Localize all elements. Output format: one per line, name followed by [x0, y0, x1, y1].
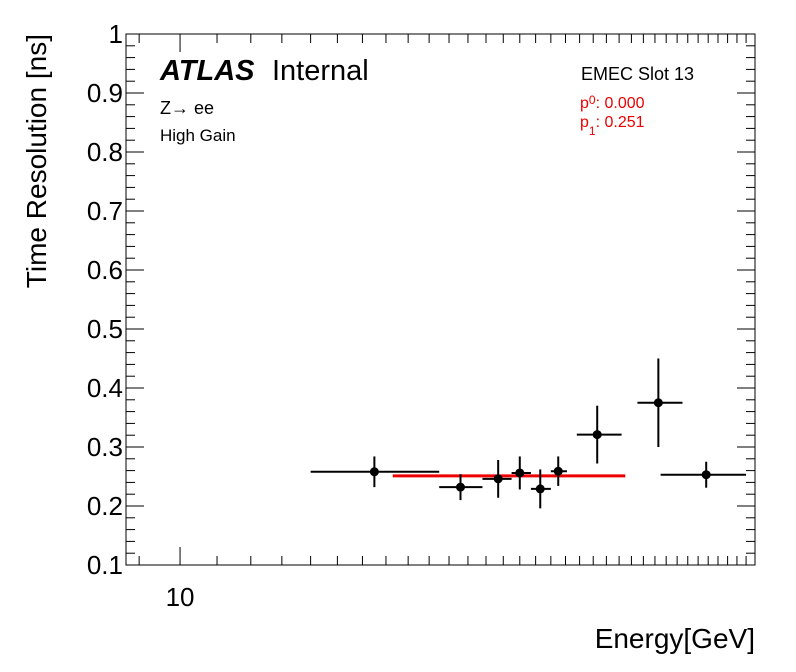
- process-label: Z→ ee: [160, 98, 214, 118]
- data-point: [439, 474, 483, 501]
- x-tick-label: 10: [166, 582, 195, 612]
- y-tick-label: 0.2: [87, 491, 123, 521]
- fit-param-p0: p0: 0.000: [580, 93, 645, 112]
- fit-param-p1-name: p: [580, 114, 589, 131]
- x-axis-ticks: [138, 34, 756, 565]
- data-marker: [535, 484, 545, 494]
- x-axis-label: Energy[GeV]: [595, 623, 755, 654]
- fit-param-p1: p1: 0.251: [580, 114, 645, 138]
- y-tick-label: 0.9: [87, 78, 123, 108]
- data-point: [660, 461, 747, 488]
- y-axis-tick-labels: 0.1 0.2 0.3 0.4 0.5 0.6 0.7 0.8 0.9 1: [87, 19, 123, 580]
- y-tick-label: 0.3: [87, 432, 123, 462]
- data-point: [482, 459, 512, 498]
- data-points-layer: [310, 358, 747, 509]
- data-marker: [493, 474, 503, 484]
- data-point: [637, 358, 683, 447]
- data-marker: [553, 466, 563, 476]
- y-tick-label: 0.8: [87, 137, 123, 167]
- fit-param-p0-name: p: [580, 95, 589, 112]
- plot-frame: [125, 33, 756, 566]
- data-marker: [515, 468, 525, 478]
- y-axis-label: Time Resolution [ns]: [21, 34, 52, 288]
- fit-param-p1-value: : 0.251: [596, 114, 645, 131]
- data-marker: [592, 430, 602, 440]
- data-marker: [701, 470, 711, 480]
- data-point: [576, 405, 622, 464]
- gain-label: High Gain: [160, 126, 236, 145]
- fit-param-p1-sub: 1: [589, 124, 596, 138]
- y-tick-label: 0.7: [87, 196, 123, 226]
- data-marker: [653, 398, 663, 408]
- data-marker: [455, 482, 465, 492]
- data-point: [550, 456, 567, 486]
- y-tick-label: 1: [109, 19, 123, 49]
- y-tick-label: 0.4: [87, 373, 123, 403]
- x-axis-tick-labels: 10: [166, 582, 195, 612]
- data-marker: [369, 467, 379, 477]
- y-tick-label: 0.1: [87, 550, 123, 580]
- y-tick-label: 0.5: [87, 314, 123, 344]
- y-axis-ticks: [126, 33, 755, 566]
- fit-param-p0-value: : 0.000: [596, 95, 645, 112]
- data-point: [511, 456, 531, 490]
- fit-param-p0-sub: 0: [589, 93, 596, 107]
- data-point: [530, 469, 551, 509]
- data-point: [310, 456, 440, 488]
- internal-label: Internal: [272, 55, 369, 87]
- atlas-label: ATLAS: [159, 55, 255, 87]
- slot-label: EMEC Slot 13: [581, 64, 694, 84]
- y-tick-label: 0.6: [87, 255, 123, 285]
